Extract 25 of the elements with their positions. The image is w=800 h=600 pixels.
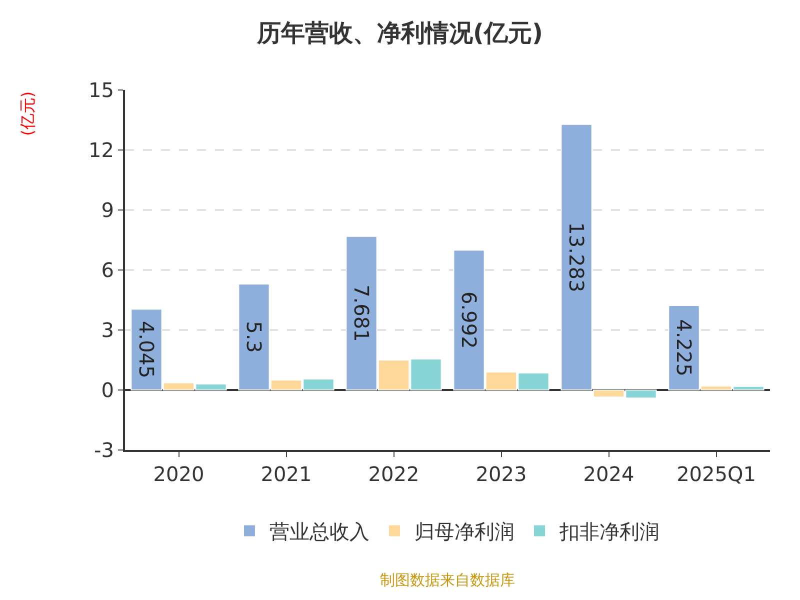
x-tick-label: 2024	[583, 462, 634, 486]
x-tick-label: 2023	[476, 462, 527, 486]
data-label: 7.681	[350, 284, 374, 342]
text: 制图数据来自数据库	[380, 571, 515, 589]
y-tick-label: 3	[101, 318, 114, 342]
legend-label: 营业总收入	[270, 520, 370, 544]
y-tick-label: 15	[88, 78, 114, 102]
data-label: 6.992	[457, 291, 481, 349]
y-axis-title: (亿元)	[18, 91, 37, 136]
y-tick-label: 0	[101, 378, 114, 402]
y-tick-label: 12	[88, 138, 114, 162]
data-label: 4.225	[672, 319, 696, 376]
data-label: 13.283	[564, 222, 588, 292]
x-tick-label: 2022	[368, 462, 420, 486]
data-label: 4.045	[134, 320, 158, 378]
chart-title: 历年营收、净利情况(亿元)	[256, 18, 543, 47]
legend-label: 扣非净利润	[558, 520, 660, 544]
y-tick-label: -3	[94, 438, 114, 462]
x-tick-label: 2025Q1	[676, 462, 756, 486]
x-tick-label: 2020	[153, 462, 204, 486]
x-tick-label: 2021	[260, 462, 312, 486]
data-label: 5.3	[242, 321, 266, 353]
y-tick-label: 6	[101, 258, 114, 282]
legend-label: 归母净利润	[414, 520, 514, 544]
y-tick-label: 9	[101, 198, 114, 222]
